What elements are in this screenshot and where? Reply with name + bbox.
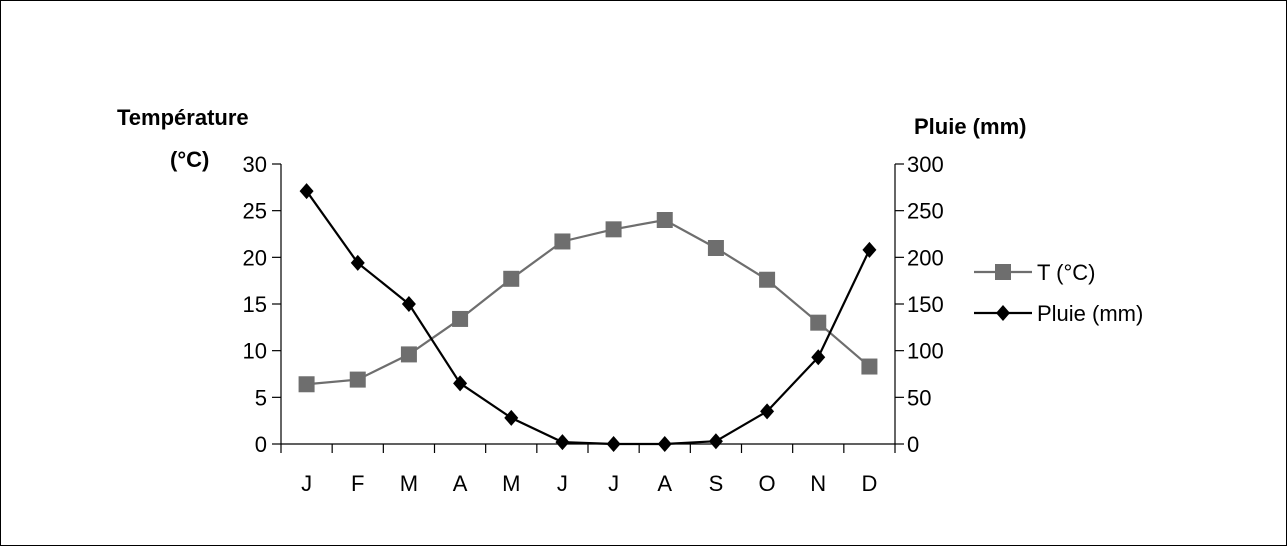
rain-point — [299, 183, 314, 200]
temperature-point — [861, 358, 878, 375]
temperature-point — [759, 271, 776, 288]
series-layer — [298, 183, 878, 452]
left-tick-label: 20 — [243, 245, 267, 270]
right-tick-label: 150 — [907, 292, 944, 317]
rain-point — [657, 436, 672, 452]
x-tick-label: M — [400, 471, 418, 496]
x-tick-label: J — [301, 471, 312, 496]
legend-diamond-marker — [996, 305, 1010, 321]
axes — [280, 164, 896, 445]
x-tick-label: J — [557, 471, 568, 496]
left-tick-label: 25 — [243, 199, 267, 224]
legend: T (°C) Pluie (mm) — [974, 260, 1143, 326]
rain-point — [504, 409, 519, 426]
right-axis-title: Pluie (mm) — [914, 114, 1026, 139]
temperature-point — [298, 376, 315, 393]
rain-point — [862, 241, 877, 258]
series-line-0 — [306, 218, 871, 386]
right-tick-label: 100 — [907, 339, 944, 364]
temperature-point — [605, 221, 622, 238]
rain-point — [350, 254, 365, 271]
legend-label-1: Pluie (mm) — [1037, 301, 1143, 326]
x-tick-label: O — [759, 471, 776, 496]
left-axis-title-line2: (°C) — [170, 147, 209, 172]
rain-point — [555, 434, 570, 451]
legend-label-0: T (°C) — [1037, 260, 1096, 285]
right-tick-label: 50 — [907, 385, 931, 410]
temperature-point — [452, 310, 469, 327]
rain-point — [811, 349, 826, 366]
temperature-point — [656, 212, 673, 228]
left-tick-label: 5 — [255, 385, 267, 410]
left-axis-ticks: 0 5 10 15 20 25 30 — [243, 152, 281, 457]
temperature-point — [503, 270, 520, 287]
x-tick-label: F — [351, 471, 364, 496]
x-tick-label: S — [709, 471, 724, 496]
temperature-point — [554, 233, 571, 250]
left-tick-label: 0 — [255, 432, 267, 457]
x-tick-label: J — [608, 471, 619, 496]
temperature-point — [349, 371, 366, 388]
left-tick-label: 10 — [243, 339, 267, 364]
right-tick-label: 300 — [907, 152, 944, 177]
x-tick-label: D — [861, 471, 877, 496]
x-tick-label: A — [657, 471, 672, 496]
rain-point — [708, 433, 723, 450]
temperature-point — [707, 240, 724, 256]
left-tick-label: 15 — [243, 292, 267, 317]
right-tick-label: 0 — [907, 432, 919, 457]
rain-point — [760, 403, 775, 420]
x-tick-label: A — [453, 471, 468, 496]
left-tick-label: 30 — [243, 152, 267, 177]
rain-point — [401, 296, 416, 312]
rain-point — [606, 436, 621, 452]
rain-point — [453, 375, 468, 392]
x-tick-label: M — [502, 471, 520, 496]
legend-square-marker — [995, 264, 1011, 280]
right-tick-label: 200 — [907, 245, 944, 270]
temperature-point — [400, 346, 417, 363]
x-tick-label: N — [810, 471, 826, 496]
left-axis-title-line1: Température — [117, 105, 249, 130]
temperature-point — [810, 314, 827, 331]
right-tick-label: 250 — [907, 199, 944, 224]
series-line-1 — [305, 190, 871, 446]
right-axis-ticks: 0 50 100 150 200 250 300 — [895, 152, 944, 457]
